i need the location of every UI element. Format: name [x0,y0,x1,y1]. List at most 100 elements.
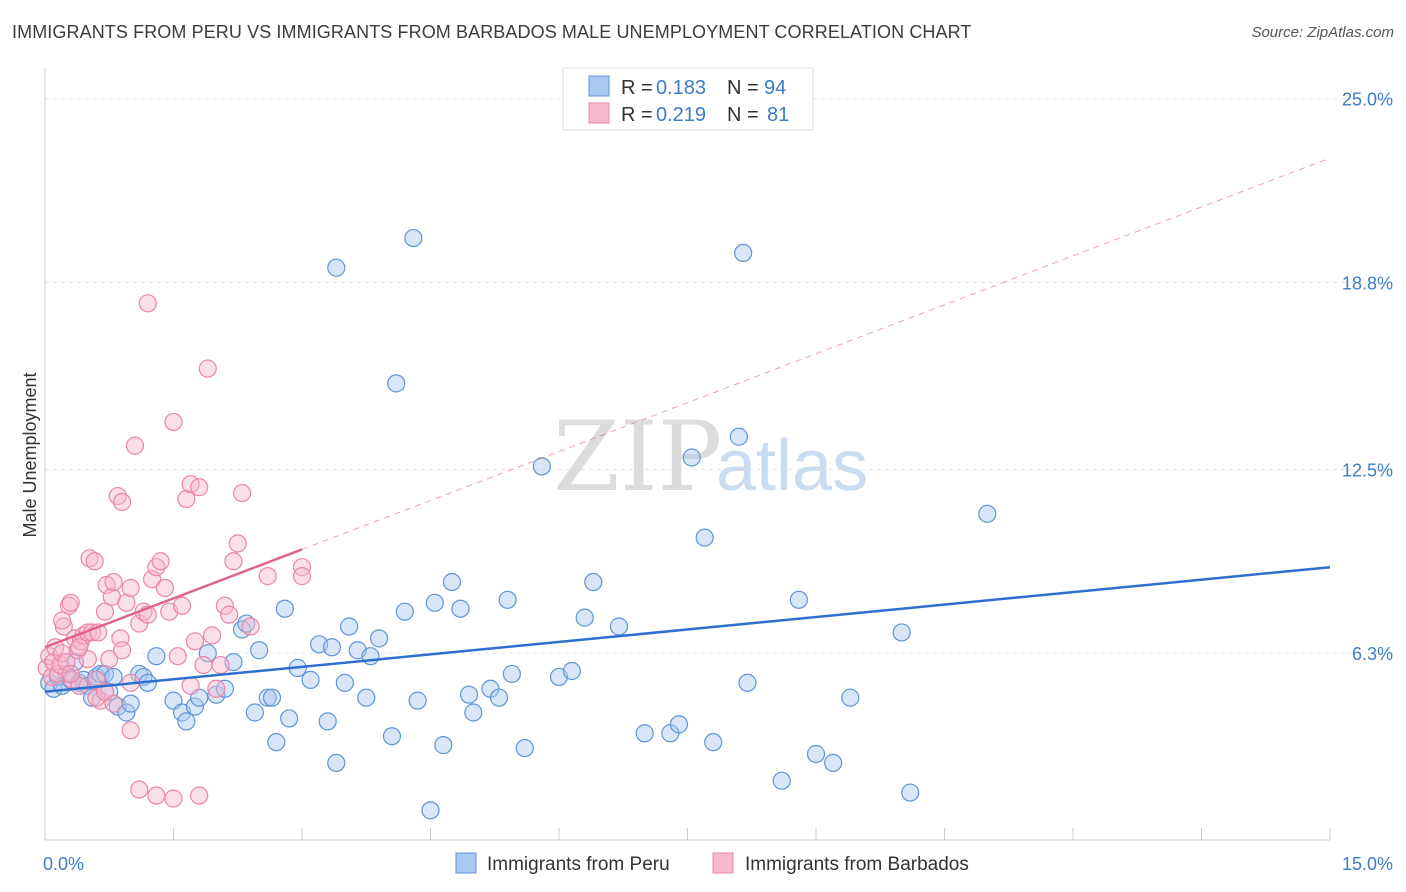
peru-point [442,572,462,592]
legend-peru-r-label: R = [621,77,653,99]
y-tick-labels: 25.0% 18.8% 12.5% 6.3% [1342,90,1393,664]
barbados-point [138,294,157,313]
bottom-legend-barbados-label: Immigrants from Barbados [745,854,969,875]
peru-point [502,664,521,684]
peru-point [322,638,342,657]
peru-point [451,599,470,618]
barbados-point [151,552,170,571]
y-tick-label: 18.8% [1342,274,1393,294]
watermark-zip: ZIP [553,401,722,513]
peru-point [395,602,414,621]
barbados-point [194,655,213,675]
barbados-point [164,412,183,432]
peru-point [262,688,282,707]
barbados-point [104,572,123,592]
barbados-point [80,549,99,568]
legend-peru-n-label: N = [727,77,759,99]
peru-points [40,228,997,820]
peru-point [327,258,346,277]
peru-trend-line [44,565,1331,693]
peru-point [318,712,337,731]
peru-point [327,753,346,773]
peru-point [177,712,196,731]
x-tick-label: 0.0% [43,854,84,874]
barbados-point [172,596,192,615]
barbados-point [147,786,166,805]
peru-point [408,691,427,710]
peru-point [584,572,603,592]
barbados-point [198,359,217,378]
axes [44,68,1331,841]
peru-point [738,673,757,692]
barbados-trend-extension [301,157,1331,550]
barbados-point [215,596,234,615]
peru-point [340,617,359,636]
peru-point [609,617,629,636]
barbados-point [185,632,205,651]
peru-point [361,647,380,666]
barbados-point [220,605,239,624]
y-tick-label: 6.3% [1352,644,1393,664]
peru-point [275,599,294,618]
barbados-point [202,626,222,645]
peru-point [489,688,509,707]
legend-barbados-n-label: N = [727,104,759,126]
peru-point [806,744,826,764]
barbados-point [112,641,132,660]
barbados-point [224,552,243,571]
watermark-atlas: atlas [716,426,868,506]
peru-point [121,694,140,713]
barbados-point [53,644,72,663]
y-tick-label: 25.0% [1342,90,1393,110]
bottom-legend-barbados-swatch [712,852,734,874]
barbados-point [190,478,209,497]
peru-point [198,644,217,663]
peru-point [250,641,269,660]
legend-box: R = 0.183 N = 94 R = 0.219 N = 81 [562,67,814,131]
barbados-point [85,552,104,571]
peru-point [669,715,689,734]
peru-point [635,724,654,743]
peru-point [498,590,517,609]
legend-peru-r-value: 0.183 [656,77,706,99]
peru-point [464,703,483,722]
chart-title: IMMIGRANTS FROM PERU VS IMMIGRANTS FROM … [12,22,972,42]
y-tick-label: 12.5% [1342,460,1393,480]
peru-point [734,243,753,263]
barbados-point [232,483,252,503]
peru-point [704,733,723,752]
barbados-point [292,567,312,586]
legend-peru-swatch [588,75,610,97]
y-axis-label: Male Unemployment [20,372,40,537]
bottom-legend: Immigrants from Peru Immigrants from Bar… [455,852,969,875]
barbados-point [61,664,80,684]
peru-point [892,623,911,642]
peru-point [515,738,534,758]
legend-barbados-n-value: 81 [767,104,789,126]
peru-point [370,629,389,648]
peru-point [280,709,299,728]
barbados-point [168,647,187,666]
peru-point [562,661,581,681]
peru-point [267,733,286,752]
peru-point [841,688,860,707]
peru-point [434,736,453,755]
barbados-point [53,611,72,630]
peru-point [421,801,440,820]
barbados-point [155,578,175,598]
barbados-point [190,786,209,805]
peru-point [682,448,701,467]
peru-point [901,783,920,802]
barbados-point [177,489,196,509]
barbados-point [211,655,230,675]
legend-peru-n-value: 94 [764,77,786,99]
barbados-point [207,679,226,698]
peru-point [575,608,594,627]
barbados-point [100,650,119,669]
legend-barbados-r-label: R = [621,104,653,126]
barbados-point [142,569,162,589]
source-label: Source: ZipAtlas.com [1251,24,1394,41]
peru-point [387,374,406,393]
peru-point [117,703,136,722]
